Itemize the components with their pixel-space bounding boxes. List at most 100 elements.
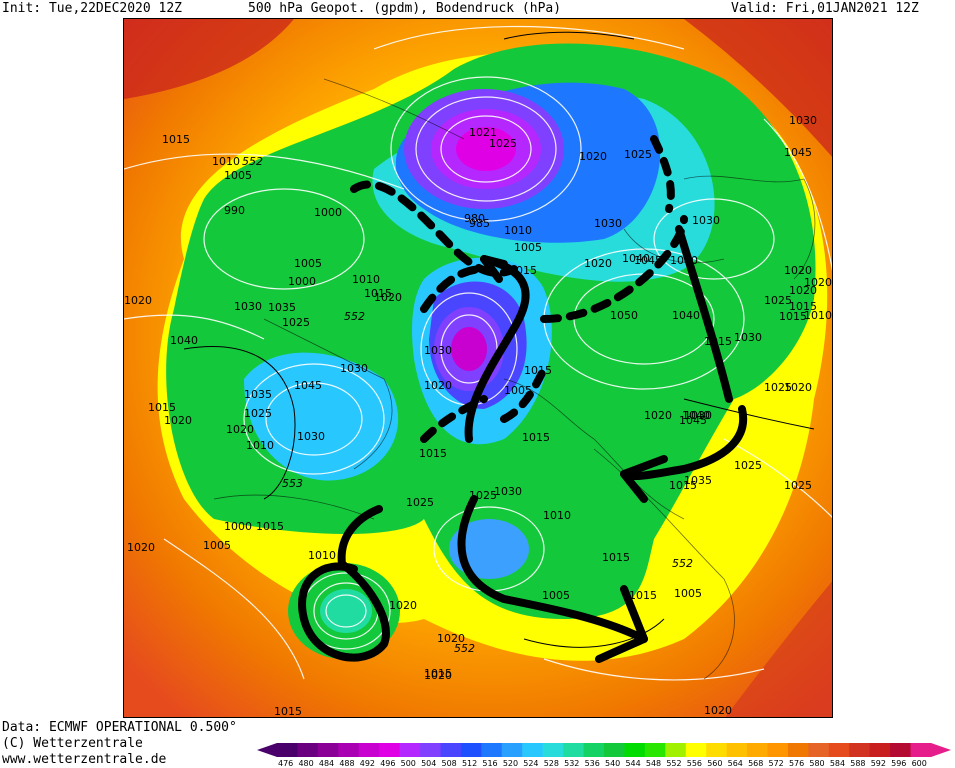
pressure-label: 985	[469, 217, 490, 230]
scale-swatch	[890, 743, 912, 757]
scale-tick-label: 592	[871, 759, 886, 768]
weather-map: 1015 1010 552 1005 990 1000 1005 1000 1010 1015 10…	[123, 18, 833, 718]
scale-swatch	[542, 743, 564, 757]
pressure-label: 1020	[644, 409, 672, 422]
dashed-ridge-line	[420, 215, 688, 323]
pressure-label: 1020	[164, 414, 192, 427]
valid-time-label: Valid: Fri,01JAN2021 12Z	[731, 1, 919, 16]
polar-vortex-core	[456, 127, 516, 171]
pressure-label: 1015	[256, 520, 284, 533]
scale-tick-label: 548	[646, 759, 661, 768]
scale-tick-label: 480	[298, 759, 313, 768]
pressure-label: 1015	[704, 335, 732, 348]
scale-tick-label: 500	[401, 759, 416, 768]
pressure-label: 1020	[124, 294, 152, 307]
scale-tick-label: 532	[564, 759, 579, 768]
pressure-label: 1015	[509, 264, 537, 277]
scale-swatch	[440, 743, 462, 757]
pressure-label: 1015	[602, 551, 630, 564]
pressure-label: 1005	[674, 587, 702, 600]
scale-swatch	[685, 743, 707, 757]
scale-tick-label: 556	[687, 759, 702, 768]
cutoff-low-core	[320, 589, 372, 633]
scale-tick-label: 580	[809, 759, 824, 768]
scale-tick-label: 476	[278, 759, 293, 768]
pressure-label: 553	[282, 477, 303, 490]
pressure-label: 1030	[594, 217, 622, 230]
red-corner-top-left	[124, 19, 294, 99]
pressure-label: 1050	[610, 309, 638, 322]
pressure-label: 1025	[469, 489, 497, 502]
red-corner-bottom-right	[725, 581, 832, 717]
scale-swatch	[747, 743, 768, 757]
pressure-label: 1005	[504, 384, 532, 397]
scale-tick-label: 552	[666, 759, 681, 768]
pressure-label: 1020	[789, 284, 817, 297]
pressure-label: 1015	[522, 431, 550, 444]
scale-swatch	[338, 743, 360, 757]
pressure-label: 1020	[437, 632, 465, 645]
pressure-label: 1000	[224, 520, 252, 533]
scale-swatch	[358, 743, 380, 757]
pressure-label: 552	[454, 642, 475, 655]
scale-swatch	[420, 743, 441, 757]
scale-swatch	[501, 743, 523, 757]
scale-swatch	[604, 743, 625, 757]
pressure-label: 1040	[170, 334, 198, 347]
pressure-label: 1025	[764, 294, 792, 307]
pressure-label: 1025	[734, 459, 762, 472]
pressure-label: 1015	[789, 300, 817, 313]
pressure-label: 1005	[542, 589, 570, 602]
website-link[interactable]: www.wetterzentrale.de	[2, 752, 167, 767]
pressure-label: 980	[464, 212, 485, 225]
pressure-label: 1005	[203, 539, 231, 552]
scale-swatch	[481, 743, 503, 757]
pressure-label: 1045	[634, 254, 662, 267]
pressure-label: 1010	[212, 155, 240, 168]
pressure-label: 1025	[764, 381, 792, 394]
pressure-label: 552	[242, 155, 263, 168]
pressure-label: 1045	[679, 414, 707, 427]
scale-swatch	[624, 743, 646, 757]
pressure-label: 1030	[234, 300, 262, 313]
scale-swatch	[644, 743, 666, 757]
scale-tick-label: 540	[605, 759, 620, 768]
pressure-label: 1040	[682, 409, 710, 422]
pressure-label: 1021	[469, 126, 497, 139]
pressure-label: 1020	[226, 423, 254, 436]
scale-tick-label: 504	[421, 759, 436, 768]
pressure-label: 1045	[294, 379, 322, 392]
scale-tick-label: 528	[544, 759, 559, 768]
pressure-label: 1020	[584, 257, 612, 270]
dashed-east-line	[650, 135, 675, 213]
pressure-label: 1010	[308, 549, 336, 562]
pressure-label: 1030	[424, 344, 452, 357]
pressure-label: 1015	[424, 667, 452, 680]
pressure-label: 1015	[419, 447, 447, 460]
scale-swatch	[869, 743, 891, 757]
pressure-label: 1020	[374, 291, 402, 304]
pressure-label: 1005	[224, 169, 252, 182]
scale-swatch	[277, 743, 298, 757]
scale-swatch	[522, 743, 544, 757]
scale-tick-label: 492	[360, 759, 375, 768]
scale-swatch	[379, 743, 401, 757]
scale-tick-label: 568	[748, 759, 763, 768]
arrow-head-east	[620, 455, 668, 503]
scale-swatch	[828, 743, 850, 757]
pressure-label: 1020	[389, 599, 417, 612]
contour-552	[183, 31, 815, 648]
scale-swatch	[726, 743, 748, 757]
scale-swatch	[665, 743, 687, 757]
chart-title: 500 hPa Geopot. (gpdm), Bodendruck (hPa)	[248, 1, 562, 16]
pressure-label: 1015	[629, 589, 657, 602]
arrow-stream-east	[675, 225, 733, 403]
scale-tick-label: 516	[482, 759, 497, 768]
pressure-label: 1015	[162, 133, 190, 146]
pressure-label: 1020	[784, 381, 812, 394]
arrow-loop-cutoff	[298, 505, 390, 662]
pressure-label: 1020	[127, 541, 155, 554]
pressure-label: 1035	[684, 474, 712, 487]
scale-tick-label: 496	[380, 759, 395, 768]
